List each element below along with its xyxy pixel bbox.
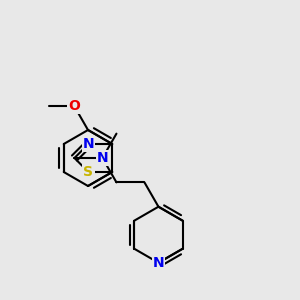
Text: N: N bbox=[82, 137, 94, 151]
Text: S: S bbox=[83, 165, 93, 179]
Text: O: O bbox=[68, 99, 80, 112]
Text: N: N bbox=[153, 256, 164, 270]
Text: N: N bbox=[97, 151, 108, 165]
